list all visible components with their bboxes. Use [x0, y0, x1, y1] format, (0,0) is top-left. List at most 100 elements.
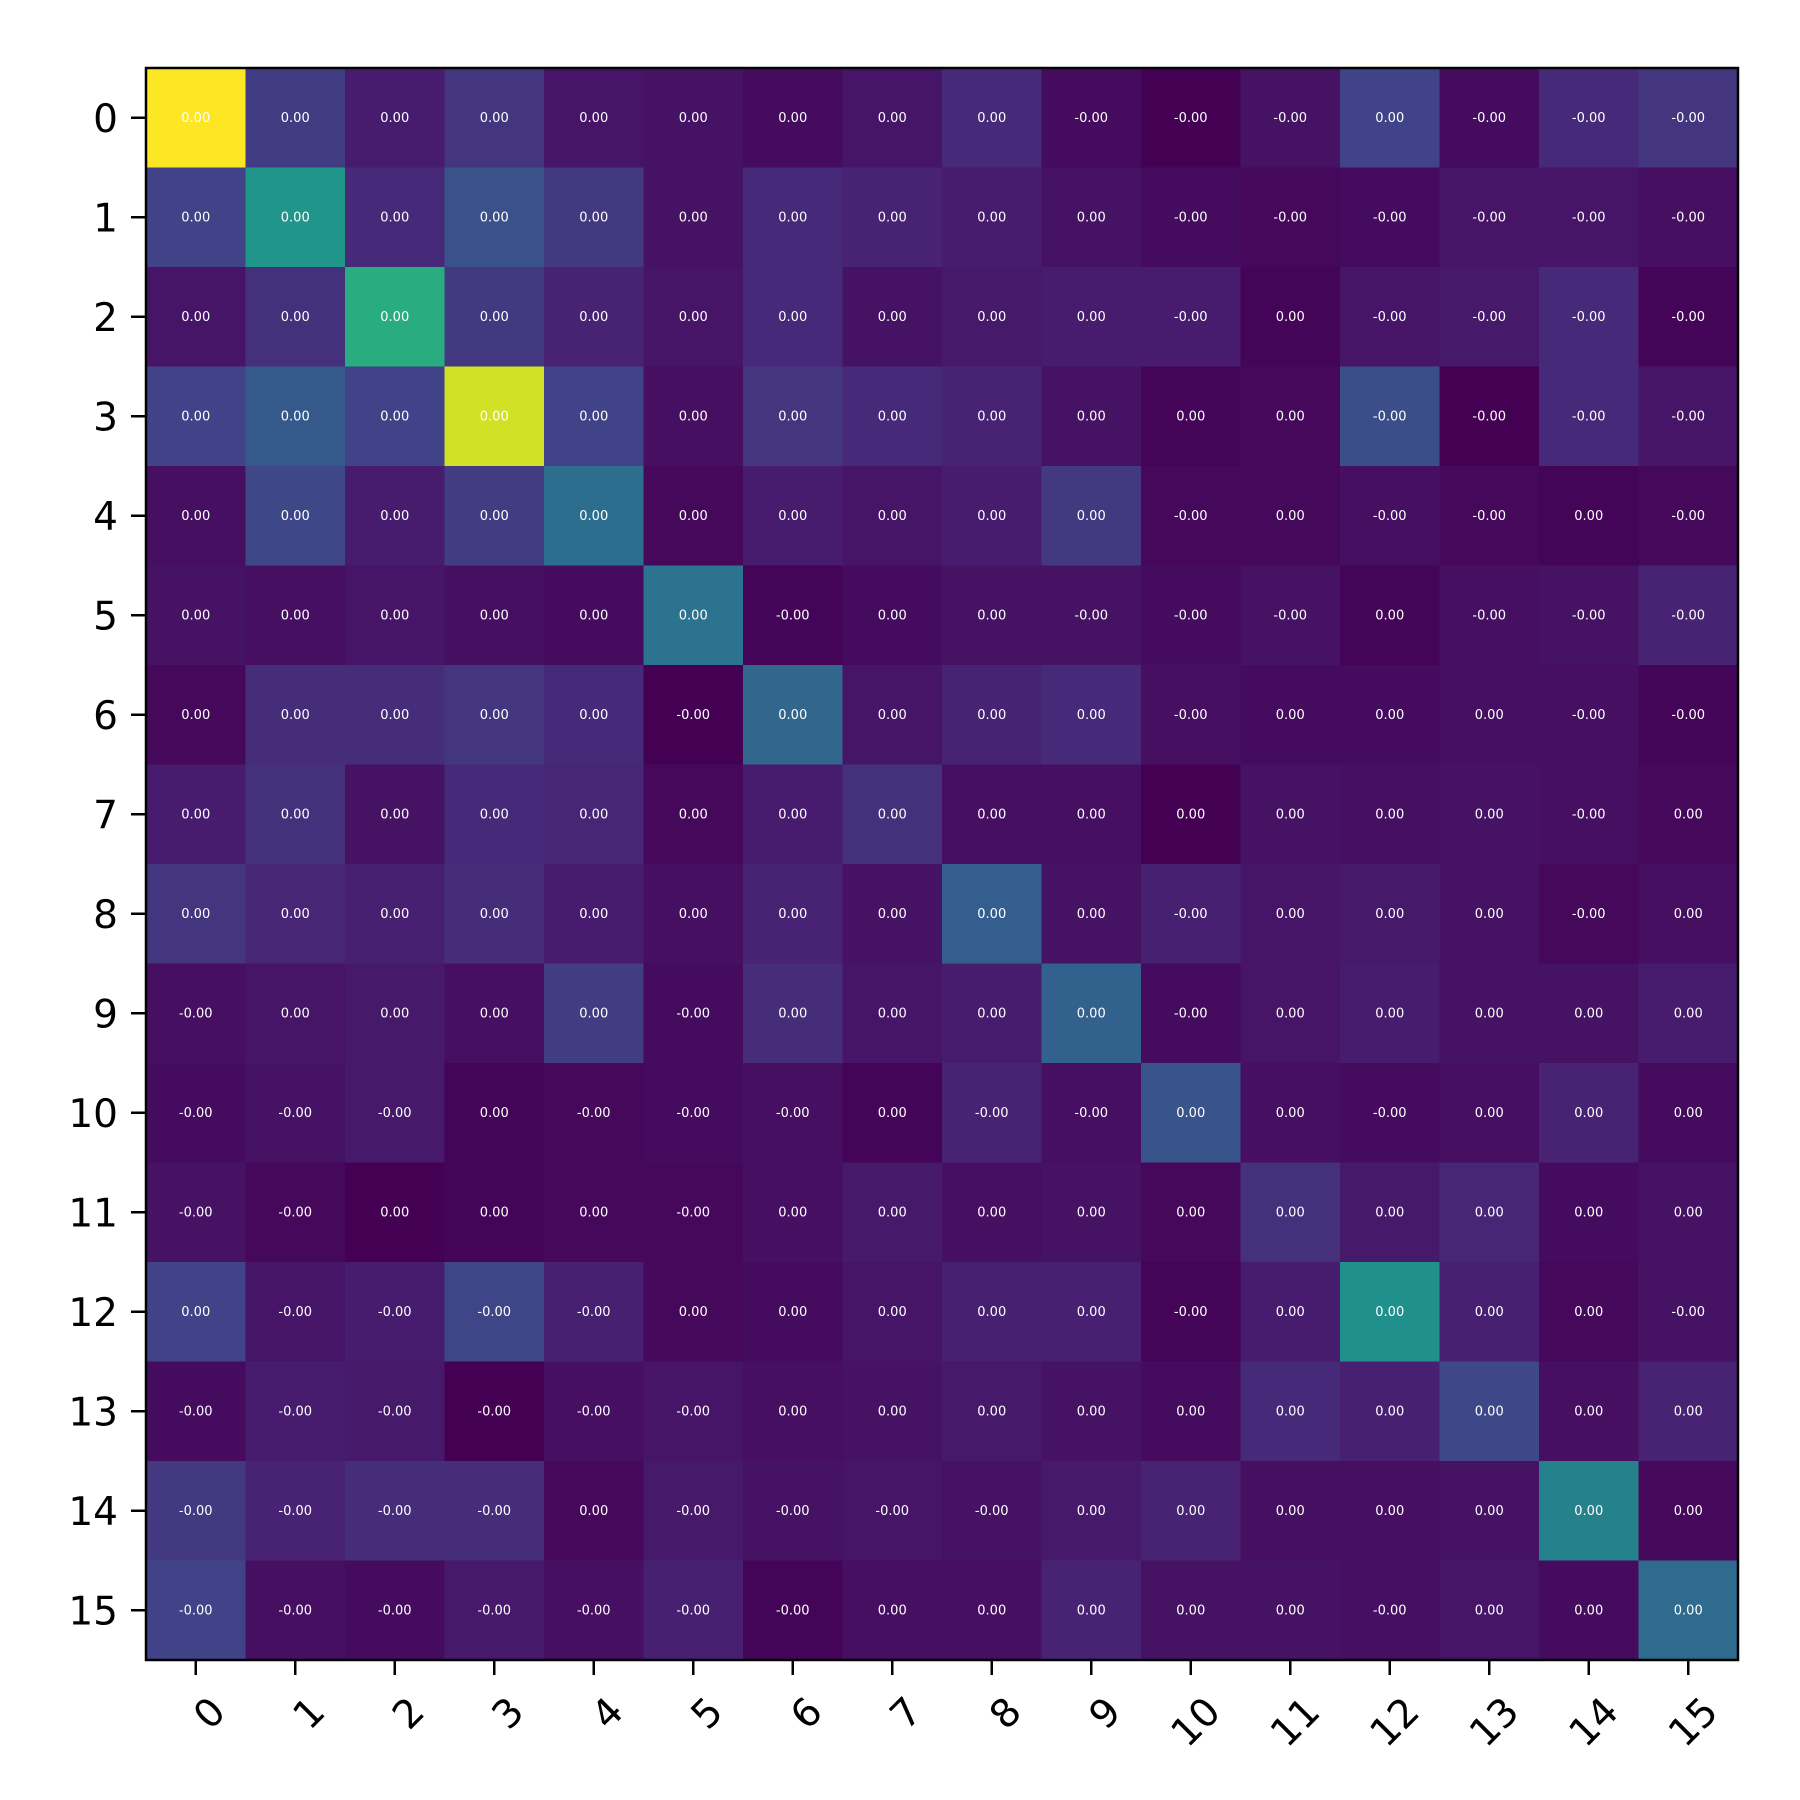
heatmap-cell-r7-c9 [1041, 764, 1142, 865]
cell-value-label: 0.00 [579, 1006, 608, 1021]
heatmap-cell-r13-c11 [1240, 1361, 1341, 1462]
cell-value-label: -0.00 [776, 1504, 810, 1519]
cell-value-label: 0.00 [1674, 807, 1703, 822]
cell-value-label: -0.00 [1373, 409, 1407, 424]
cell-value-label: 0.00 [480, 111, 509, 126]
cell-value-label: -0.00 [676, 1504, 710, 1519]
heatmap-cell-r15-c4 [544, 1560, 645, 1661]
x-tick-label: 4 [583, 1689, 632, 1738]
heatmap-cell-r6-c5 [643, 665, 744, 766]
cell-value-label: 0.00 [679, 1305, 708, 1320]
cell-value-label: -0.00 [676, 1106, 710, 1121]
heatmap-cell-r1-c2 [345, 167, 446, 268]
cell-value-label: 0.00 [1176, 1205, 1205, 1220]
heatmap-cell-r9-c8 [942, 963, 1043, 1064]
heatmap-cell-r0-c9 [1041, 68, 1142, 169]
heatmap-cell-r2-c7 [842, 267, 943, 368]
heatmap-cell-r12-c0 [146, 1262, 247, 1363]
cell-value-label: 0.00 [1375, 807, 1404, 822]
x-tick-label: 8 [981, 1689, 1030, 1738]
heatmap-cell-r7-c1 [245, 764, 346, 865]
cell-value-label: -0.00 [278, 1603, 312, 1618]
heatmap-cell-r12-c9 [1041, 1262, 1142, 1363]
cell-value-label: -0.00 [179, 1006, 213, 1021]
heatmap-cell-r7-c15 [1638, 764, 1739, 865]
heatmap-cell-r1-c1 [245, 167, 346, 268]
heatmap-cell-r0-c4 [544, 68, 645, 169]
heatmap-cell-r1-c15 [1638, 167, 1739, 268]
cell-value-label: -0.00 [179, 1603, 213, 1618]
cell-value-label: -0.00 [1671, 608, 1705, 623]
heatmap-cell-r6-c1 [245, 665, 346, 766]
cell-value-label: 0.00 [579, 210, 608, 225]
heatmap-cell-r2-c3 [444, 267, 545, 368]
heatmap-cell-r0-c8 [942, 68, 1043, 169]
cell-value-label: 0.00 [977, 409, 1006, 424]
heatmap-cell-r4-c10 [1141, 466, 1242, 567]
heatmap-cell-r7-c6 [743, 764, 844, 865]
heatmap-cell-r13-c9 [1041, 1361, 1142, 1462]
cell-value-label: 0.00 [181, 907, 210, 922]
cell-value-label: -0.00 [1174, 1305, 1208, 1320]
cell-value-label: 0.00 [1176, 1404, 1205, 1419]
heatmap-cell-r10-c0 [146, 1063, 247, 1164]
cell-value-label: -0.00 [278, 1404, 312, 1419]
cell-value-label: -0.00 [1671, 1305, 1705, 1320]
cell-value-label: 0.00 [1375, 1404, 1404, 1419]
heatmap-cell-r9-c0 [146, 963, 247, 1064]
x-tick-label: 15 [1660, 1689, 1727, 1756]
cell-value-label: 0.00 [778, 1205, 807, 1220]
heatmap-cell-r12-c10 [1141, 1262, 1242, 1363]
heatmap-cell-r8-c3 [444, 864, 545, 965]
heatmap-cell-r15-c7 [842, 1560, 943, 1661]
cell-value-label: 0.00 [778, 1006, 807, 1021]
cell-value-label: 0.00 [1375, 708, 1404, 723]
cell-value-label: 0.00 [1276, 1205, 1305, 1220]
heatmap-cell-r6-c13 [1439, 665, 1540, 766]
heatmap-cell-r12-c13 [1439, 1262, 1540, 1363]
cell-value-label: 0.00 [778, 708, 807, 723]
heatmap-cell-r0-c6 [743, 68, 844, 169]
cell-value-label: -0.00 [1174, 111, 1208, 126]
cell-value-label: 0.00 [579, 907, 608, 922]
y-tick-label: 3 [93, 395, 118, 440]
cell-value-label: 0.00 [679, 310, 708, 325]
heatmap-cell-r4-c15 [1638, 466, 1739, 567]
heatmap-cell-r8-c1 [245, 864, 346, 965]
heatmap-cell-r2-c4 [544, 267, 645, 368]
y-tick-label: 8 [93, 893, 118, 938]
heatmap-cell-r11-c11 [1240, 1162, 1341, 1263]
cell-value-label: 0.00 [480, 210, 509, 225]
heatmap-cell-r0-c14 [1539, 68, 1640, 169]
cell-value-label: -0.00 [278, 1504, 312, 1519]
cell-value-label: -0.00 [1373, 310, 1407, 325]
heatmap-cell-r8-c10 [1141, 864, 1242, 965]
cell-value-label: 0.00 [1276, 907, 1305, 922]
cell-value-label: -0.00 [1572, 807, 1606, 822]
cell-value-label: 0.00 [1475, 1305, 1504, 1320]
cell-value-label: 0.00 [1077, 310, 1106, 325]
heatmap-cell-r4-c5 [643, 466, 744, 567]
cell-value-label: 0.00 [679, 409, 708, 424]
cell-value-label: 0.00 [380, 210, 409, 225]
cell-value-label: 0.00 [778, 1404, 807, 1419]
cell-value-label: 0.00 [878, 807, 907, 822]
cell-value-label: 0.00 [1475, 907, 1504, 922]
cell-value-label: -0.00 [1671, 111, 1705, 126]
cell-value-label: 0.00 [778, 509, 807, 524]
cell-value-label: 0.00 [878, 111, 907, 126]
cell-value-label: 0.00 [1375, 1006, 1404, 1021]
cell-value-label: 0.00 [380, 310, 409, 325]
cell-value-label: -0.00 [1472, 409, 1506, 424]
cell-value-label: 0.00 [1375, 1205, 1404, 1220]
cell-value-label: 0.00 [1077, 1006, 1106, 1021]
heatmap-cell-r5-c13 [1439, 565, 1540, 666]
cell-value-label: 0.00 [380, 907, 409, 922]
cell-value-label: 0.00 [1475, 1205, 1504, 1220]
cell-value-label: 0.00 [281, 907, 310, 922]
heatmap-cell-r1-c10 [1141, 167, 1242, 268]
cell-value-label: 0.00 [977, 509, 1006, 524]
heatmap-cell-r11-c0 [146, 1162, 247, 1263]
y-tick-label: 0 [93, 97, 118, 142]
heatmap-cell-r2-c2 [345, 267, 446, 368]
